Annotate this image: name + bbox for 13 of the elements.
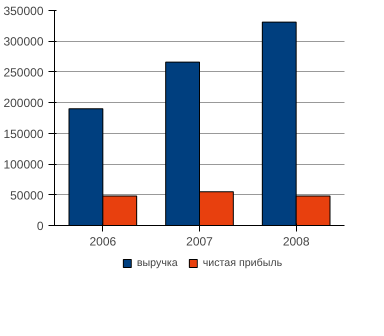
y-tick-label: 50000 [10, 188, 44, 202]
y-tick-label: 200000 [3, 96, 44, 110]
y-tick-label: 350000 [3, 4, 44, 18]
x-tick-label: 2007 [186, 234, 214, 248]
y-tick-label: 300000 [3, 34, 44, 49]
y-tick-label: 250000 [3, 65, 44, 80]
y-tick-label: 150000 [3, 126, 44, 141]
y-tick-label: 0 [36, 219, 44, 233]
legend-label: чистая прибыль [202, 257, 282, 269]
y-tick-label: 100000 [3, 158, 44, 172]
legend-label: выручка [136, 257, 178, 269]
x-tick-label: 2006 [89, 234, 117, 248]
x-tick-label: 2008 [282, 234, 310, 248]
